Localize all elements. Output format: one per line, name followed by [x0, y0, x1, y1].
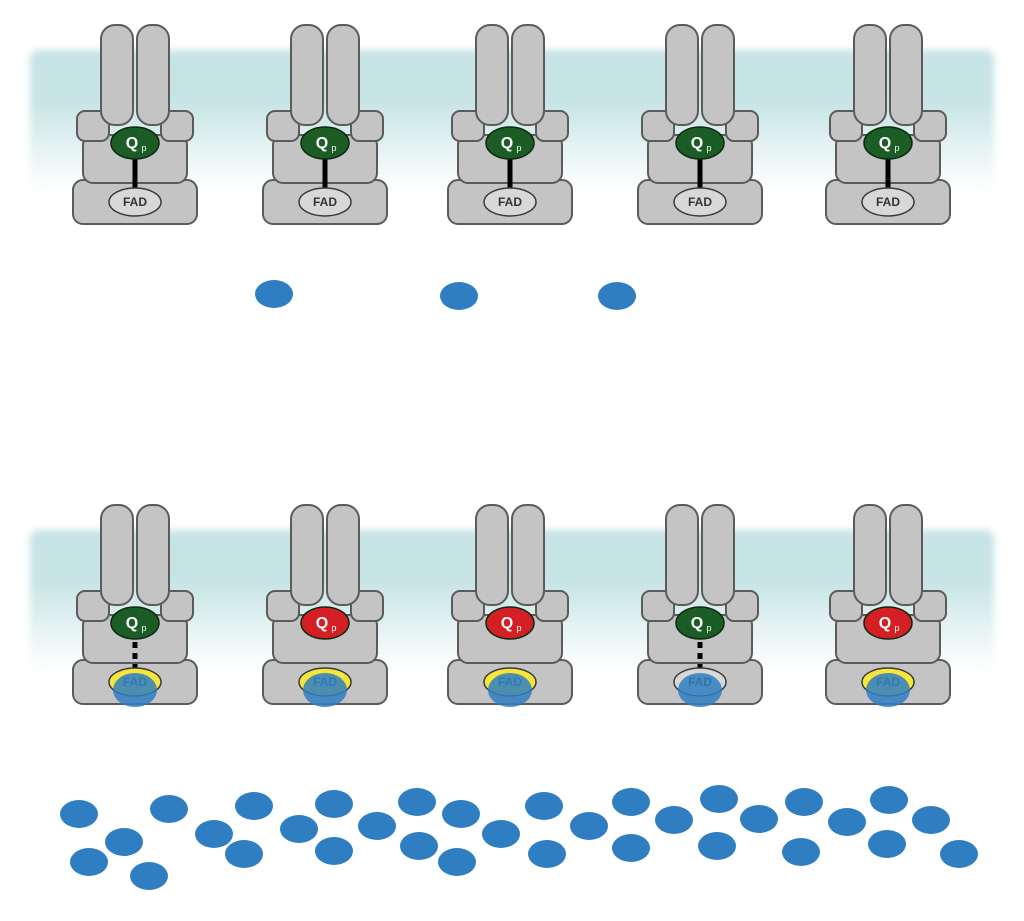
substrate-dot	[785, 788, 823, 816]
substrate-dot	[570, 812, 608, 840]
svg-text:p: p	[706, 623, 711, 633]
svg-text:p: p	[516, 623, 521, 633]
svg-text:p: p	[706, 143, 711, 153]
panel-top: Qp FAD Qp FAD Qp FAD Qp FAD Qp FAD	[0, 50, 1024, 450]
substrate-dot	[740, 805, 778, 833]
substrate-dot	[438, 848, 476, 876]
protein-complex: QpFAD	[808, 495, 968, 715]
protein-complex: Qp FAD	[430, 15, 590, 235]
protein-complex: QpFAD	[620, 495, 780, 715]
protein-complex: Qp FAD	[620, 15, 780, 235]
svg-text:p: p	[894, 143, 899, 153]
svg-text:FAD: FAD	[688, 195, 712, 209]
substrate-dot	[598, 282, 636, 310]
substrate-dot	[698, 832, 736, 860]
protein-complex: QpFAD	[430, 495, 590, 715]
substrate-dot	[482, 820, 520, 848]
svg-text:p: p	[141, 143, 146, 153]
svg-text:Q: Q	[316, 615, 328, 632]
substrate-dot	[442, 800, 480, 828]
substrate-dot	[235, 792, 273, 820]
panel-bottom: QpFADQpFADQpFADQpFADQpFAD	[0, 530, 1024, 921]
substrate-dot	[655, 806, 693, 834]
substrate-dot	[400, 832, 438, 860]
svg-text:FAD: FAD	[498, 195, 522, 209]
svg-text:Q: Q	[316, 135, 328, 152]
substrate-dot	[315, 790, 353, 818]
svg-text:Q: Q	[879, 135, 891, 152]
protein-complex: Qp FAD	[55, 15, 215, 235]
substrate-dot	[150, 795, 188, 823]
substrate-dot	[612, 788, 650, 816]
svg-text:Q: Q	[126, 135, 138, 152]
substrate-dot	[828, 808, 866, 836]
substrate-dot	[525, 792, 563, 820]
svg-text:FAD: FAD	[313, 195, 337, 209]
substrate-dot	[130, 862, 168, 890]
protein-complex: QpFAD	[245, 495, 405, 715]
protein-complex: QpFAD	[55, 495, 215, 715]
svg-text:Q: Q	[126, 615, 138, 632]
substrate-dot	[70, 848, 108, 876]
svg-text:p: p	[516, 143, 521, 153]
svg-text:Q: Q	[691, 135, 703, 152]
protein-complex: Qp FAD	[808, 15, 968, 235]
substrate-dot	[255, 280, 293, 308]
svg-text:p: p	[894, 623, 899, 633]
svg-text:Q: Q	[691, 615, 703, 632]
svg-text:FAD: FAD	[123, 195, 147, 209]
substrate-dot	[612, 834, 650, 862]
substrate-dot	[868, 830, 906, 858]
substrate-dot	[225, 840, 263, 868]
svg-text:p: p	[141, 623, 146, 633]
substrate-dot	[60, 800, 98, 828]
substrate-dot	[912, 806, 950, 834]
substrate-dot	[782, 838, 820, 866]
svg-text:Q: Q	[879, 615, 891, 632]
svg-text:p: p	[331, 143, 336, 153]
protein-complex: Qp FAD	[245, 15, 405, 235]
substrate-dot	[105, 828, 143, 856]
svg-text:Q: Q	[501, 615, 513, 632]
svg-text:p: p	[331, 623, 336, 633]
substrate-dot	[940, 840, 978, 868]
substrate-dot	[870, 786, 908, 814]
substrate-dot	[195, 820, 233, 848]
substrate-dot	[528, 840, 566, 868]
substrate-dot	[700, 785, 738, 813]
svg-text:Q: Q	[501, 135, 513, 152]
substrate-dot	[315, 837, 353, 865]
substrate-dot	[358, 812, 396, 840]
substrate-dot	[398, 788, 436, 816]
svg-text:FAD: FAD	[876, 195, 900, 209]
substrate-dot	[280, 815, 318, 843]
substrate-dot	[440, 282, 478, 310]
